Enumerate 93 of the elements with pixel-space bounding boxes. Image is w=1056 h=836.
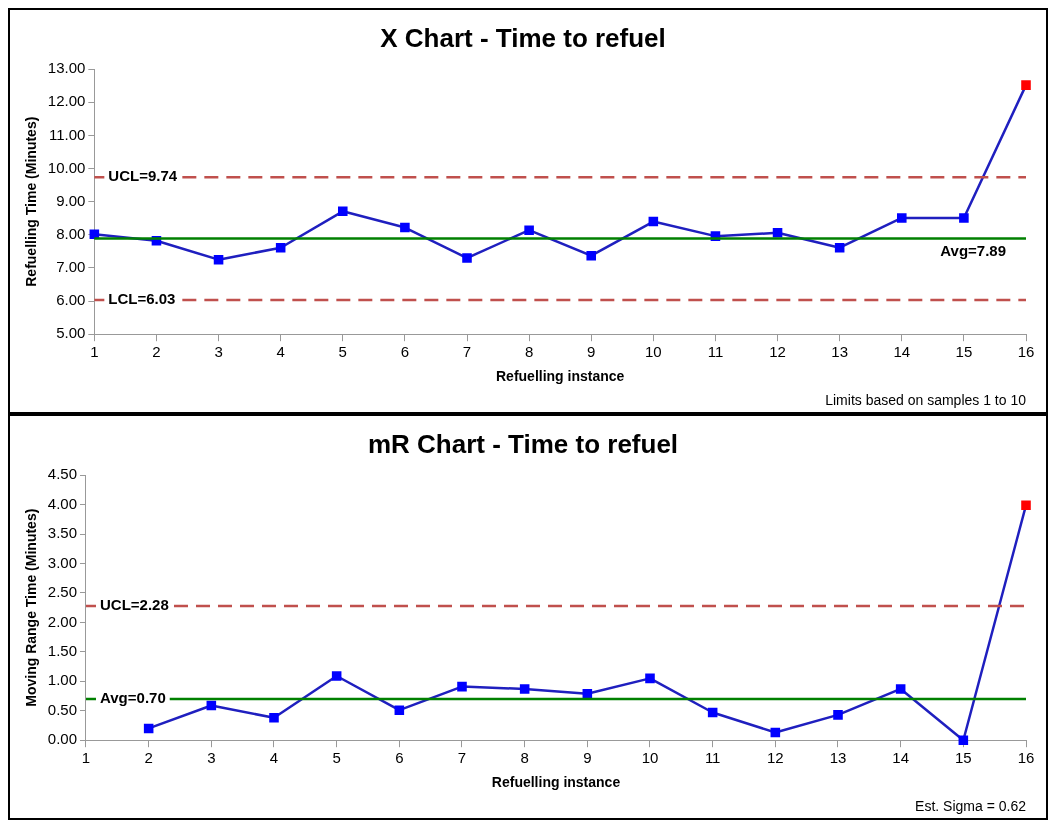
- x-tick-label: 15: [954, 749, 972, 767]
- point: [400, 222, 410, 233]
- point: [958, 735, 969, 745]
- point: [206, 700, 217, 711]
- point: [1021, 500, 1031, 511]
- x-tick-label: 6: [395, 749, 404, 767]
- ref-line-label: Avg=0.70: [99, 689, 166, 707]
- point: [895, 684, 906, 694]
- point: [772, 228, 783, 238]
- point: [707, 707, 718, 718]
- chart-title: X Chart - Time to refuel: [380, 22, 666, 53]
- y-tick-label: 4.50: [47, 465, 77, 483]
- x-tick-label: 11: [704, 749, 721, 767]
- point: [143, 723, 154, 734]
- point: [275, 242, 286, 253]
- x-tick-label: 13: [829, 749, 847, 767]
- point: [394, 705, 405, 715]
- x-tick-label: 10: [644, 343, 662, 361]
- point: [586, 250, 597, 261]
- x-tick-label: 2: [152, 343, 161, 361]
- y-tick-label: 2.50: [47, 583, 77, 601]
- y-tick-label: 6.00: [56, 291, 86, 309]
- x-axis-title: Refuelling instance: [495, 368, 625, 385]
- x-tick-label: 5: [338, 343, 347, 361]
- x-tick-label: 12: [769, 343, 786, 361]
- ref-line-label: UCL=9.74: [108, 167, 178, 185]
- y-tick-label: 0.50: [47, 700, 77, 718]
- x-tick-label: 3: [214, 343, 223, 361]
- point: [462, 253, 472, 263]
- x-tick-label: 8: [524, 343, 534, 361]
- x-tick-label: 8: [520, 749, 529, 767]
- y-tick-label: 9.00: [56, 191, 86, 209]
- y-tick-label: 10.00: [47, 158, 86, 176]
- y-axis-title: Moving Range Time (Minutes): [23, 508, 40, 707]
- text: Limits based on samples 1 to 10: [825, 391, 1027, 408]
- x-tick-label: 12: [766, 749, 784, 767]
- x-tick-label: 16: [1017, 343, 1035, 361]
- point: [896, 213, 907, 223]
- y-tick-label: 11.00: [48, 125, 86, 143]
- y-tick-label: 3.00: [47, 553, 77, 571]
- point: [833, 710, 843, 720]
- point: [457, 681, 467, 692]
- x-tick-label: 16: [1017, 749, 1035, 767]
- y-tick-label: 7.00: [56, 258, 86, 276]
- point: [338, 206, 348, 217]
- x-tick-label: 14: [892, 749, 910, 767]
- x-tick-label: 7: [462, 343, 472, 361]
- y-tick-label: 5.00: [56, 324, 86, 342]
- x-tick-label: 11: [707, 343, 724, 361]
- y-tick-label: 3.50: [47, 524, 77, 542]
- point: [582, 688, 593, 699]
- x-tick-label: 14: [893, 343, 911, 361]
- x-tick-label: 6: [400, 343, 410, 361]
- x-tick-label: 2: [144, 749, 153, 767]
- y-tick-label: 12.00: [47, 92, 86, 110]
- y-tick-label: 8.00: [56, 224, 86, 242]
- point: [524, 225, 534, 235]
- x-tick-label: 5: [332, 749, 341, 767]
- x-tick-label: 4: [276, 343, 285, 361]
- y-tick-label: 1.00: [47, 671, 77, 689]
- x-tick-label: 3: [207, 749, 216, 767]
- x-axis-title: Refuelling instance: [491, 774, 621, 791]
- x-tick-label: 10: [641, 749, 659, 767]
- x-tick-label: 13: [831, 343, 849, 361]
- y-tick-label: 4.00: [47, 494, 77, 512]
- text: Est. Sigma = 0.62: [915, 797, 1027, 814]
- chart-title: mR Chart - Time to refuel: [367, 428, 679, 459]
- y-tick-label: 13.00: [47, 59, 86, 77]
- x-tick-label: 7: [457, 749, 467, 767]
- x-tick-label: 4: [269, 749, 279, 767]
- point: [645, 673, 655, 684]
- ref-line-label: LCL=6.03: [108, 290, 176, 308]
- x-tick-label: 15: [955, 343, 973, 361]
- point: [834, 242, 845, 253]
- y-tick-label: 1.50: [47, 642, 77, 660]
- y-tick-label: 0.00: [47, 730, 77, 748]
- point: [213, 254, 224, 265]
- point: [770, 727, 781, 738]
- point: [648, 216, 659, 227]
- point: [331, 671, 342, 681]
- point: [1021, 80, 1031, 90]
- ref-line-label: Avg=7.89: [940, 241, 1007, 259]
- point: [89, 229, 100, 239]
- point: [959, 213, 969, 223]
- y-tick-label: 2.00: [47, 612, 77, 630]
- point: [269, 713, 279, 723]
- x-tick-label: 9: [583, 749, 592, 767]
- x-tick-label: 9: [587, 343, 596, 361]
- y-axis-title: Refuelling Time (Minutes): [23, 116, 40, 287]
- ref-line-label: UCL=2.28: [99, 596, 169, 614]
- point: [519, 684, 530, 694]
- x-tick-label: 1: [90, 343, 99, 361]
- x-tick-label: 1: [81, 749, 91, 767]
